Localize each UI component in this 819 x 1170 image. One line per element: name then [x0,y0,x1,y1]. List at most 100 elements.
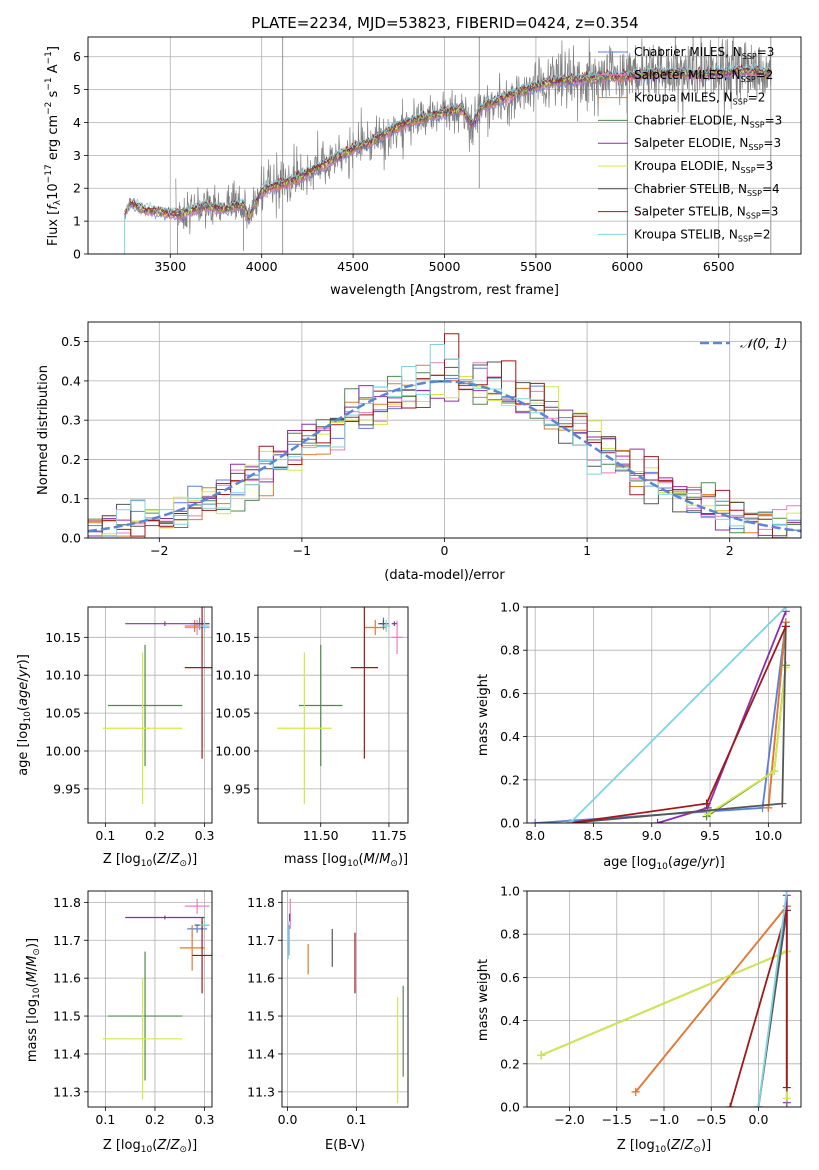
y-axis-label: mass weight [476,674,491,756]
axes-decor: −2.0 −1.5 −1.0 −0.5 0.0 0.0 0.2 0.4 0.6 0.8 1.0 Z [… [476,884,802,1155]
y-tick-label: 10.15 [45,630,81,645]
y-tick-label: 1.0 [500,600,520,615]
plot-area [88,333,801,538]
legend: Chabrier MILES, NSSP=3 Salpeter MILES, NS… [598,45,782,243]
model-line [124,65,771,216]
x-tick-label: 0.3 [195,1112,215,1127]
plus-marker [566,819,575,823]
plot-area [531,607,790,823]
x-tick-label: 5000 [429,259,461,274]
y-tick-label: 9.95 [53,781,81,796]
x-tick-label: 0.0 [278,1112,298,1127]
x-tick-label: −1.0 [649,1112,679,1127]
x-tick-label: 11.50 [303,828,339,843]
plot-mass-vs-EBV: 0.0 0.1 11.3 11.4 11.5 11.6 11.7 11.8 E(B-V) [247,890,409,1153]
model-line [124,62,771,217]
x-tick-label: 9.0 [642,828,662,843]
x-tick-label: 9.5 [700,828,720,843]
y-tick-label: 3 [73,148,81,163]
x-axis-label: wavelength [Angstrom, rest frame] [330,283,559,298]
y-axis-label: Flux [fλ10−17 erg cm−2 s−1 A−1] [44,46,63,246]
x-axis-label: mass [log10(M/M⊙)] [284,852,408,869]
y-tick-label: 11.8 [53,895,81,910]
legend-label: Salpeter MILES, NSSP=2 [634,68,773,84]
axes-decor: 8.0 8.5 9.0 9.5 10.0 0.0 0.2 0.4 0.6 0.8 1.0 age [l… [476,600,802,872]
plot-weight-vs-age: 8.0 8.5 9.0 9.5 10.0 0.0 0.2 0.4 0.6 0.8 1.0 age [l… [476,600,802,872]
weight-line [570,626,787,823]
y-tick-label: 10.10 [215,668,251,683]
y-tick-label: 2 [73,181,81,196]
x-axis-label: Z [log10(Z/Z⊙)] [617,1138,711,1155]
x-tick-label: −1 [293,543,311,558]
grid [527,890,801,1108]
plus-marker [782,1094,791,1103]
x-tick-label: −0.5 [696,1112,726,1127]
grid [88,891,212,1107]
x-tick-label: 0.1 [95,828,115,843]
plus-marker [631,1087,640,1096]
plus-marker [754,1103,763,1107]
grid [258,607,408,823]
x-tick-label: 2 [726,543,734,558]
x-tick-label: 0.2 [145,1112,165,1127]
y-tick-label: 5 [73,82,81,97]
axes-frame [87,321,802,539]
y-tick-label: 0.2 [500,1056,520,1071]
axes-frame [87,36,802,255]
plot-age-vs-Z: 0.1 0.2 0.3 9.95 10.00 10.05 10.10 10.15 Z [log1… [16,606,215,869]
x-tick-label: 6500 [703,259,735,274]
x-tick-label: 11.75 [371,828,407,843]
x-tick-label: 8.5 [584,828,604,843]
x-tick-label: 6000 [611,259,643,274]
weight-line [767,622,787,808]
x-tick-label: 0 [441,543,449,558]
axes-decor: 0.1 0.2 0.3 11.3 11.4 11.5 11.6 11.7 11.8 Z [log1… [25,890,215,1155]
y-tick-label: 1 [73,214,81,229]
histogram-step [88,344,801,538]
axes-frame [281,890,409,1108]
weight-line [635,905,788,1093]
x-axis-label: age [log10(age/yr)] [603,855,725,872]
plus-marker [781,607,790,611]
plot-area [102,607,212,805]
y-tick-label: 11.6 [247,971,275,986]
axes-decor: 3500 4000 4500 5000 5500 6000 6500 0 1 2 3 4 5 6 wavel… [44,36,802,298]
plus-marker [726,1103,735,1107]
axes-frame [87,890,213,1108]
plot-mass-vs-Z: 0.1 0.2 0.3 11.3 11.4 11.5 11.6 11.7 11.8 Z [log1… [25,890,215,1155]
y-tick-label: 9.95 [223,781,251,796]
axes-decor: 0.1 0.2 0.3 9.95 10.00 10.05 10.10 10.15 Z [log1… [16,606,215,869]
x-axis-label: Z [log10(Z/Z⊙)] [103,1138,197,1155]
x-axis-label: Z [log10(Z/Z⊙)] [103,852,197,869]
x-tick-label: 10.0 [754,828,782,843]
axes-frame [526,890,802,1108]
plot-area [277,607,403,805]
axes-decor: 11.50 11.75 9.95 10.00 10.05 10.10 10.15 mass [… [215,606,409,869]
y-tick-label: 11.7 [53,933,81,948]
x-tick-label: 1 [583,543,591,558]
legend-label: Salpeter STELIB, NSSP=3 [634,205,778,221]
x-tick-label: 3500 [154,259,186,274]
x-tick-label: 0.1 [95,1112,115,1127]
y-tick-label: 10.05 [45,706,81,721]
legend-label: Salpeter ELODIE, NSSP=3 [634,136,781,152]
y-tick-label: 11.4 [247,1046,275,1061]
plot-age-vs-mass: 11.50 11.75 9.95 10.00 10.05 10.10 10.15 mass [… [215,606,409,869]
y-tick-label: 10.00 [215,744,251,759]
y-tick-label: 4 [73,115,81,130]
y-tick-label: 0.1 [61,491,81,506]
y-tick-label: 11.3 [53,1084,81,1099]
figure-title: PLATE=2234, MJD=53823, FIBERID=0424, z=0… [251,14,638,32]
y-tick-label: 0.0 [500,816,520,831]
plot-area [287,898,404,1104]
legend-label: 𝒩(0, 1) [740,337,787,352]
legend-label: Kroupa ELODIE, NSSP=3 [634,159,773,175]
legend-label: Chabrier STELIB, NSSP=4 [634,182,780,198]
x-tick-label: −2 [150,543,168,558]
y-tick-label: 0.5 [61,334,81,349]
plus-marker [781,622,790,631]
y-tick-label: 11.4 [53,1046,81,1061]
y-tick-label: 10.00 [45,744,81,759]
y-tick-label: 0.4 [61,373,81,388]
